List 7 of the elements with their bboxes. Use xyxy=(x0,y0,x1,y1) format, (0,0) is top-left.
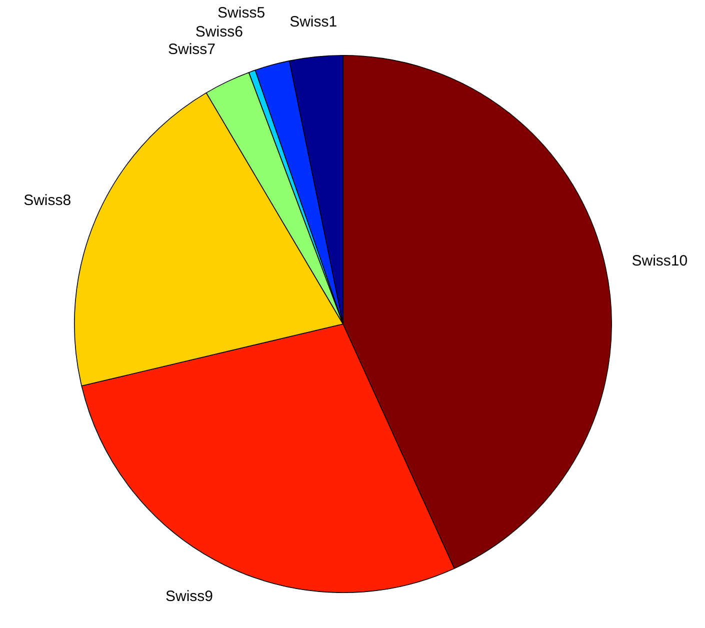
slice-label: Swiss10 xyxy=(632,252,688,270)
slice-label: Swiss9 xyxy=(166,588,214,605)
slice-label: Swiss7 xyxy=(168,41,216,58)
slice-label: Swiss6 xyxy=(195,24,243,41)
slice-label: Swiss8 xyxy=(24,192,72,210)
slice-label: Swiss5 xyxy=(218,4,266,22)
slice-label: Swiss1 xyxy=(290,14,338,31)
